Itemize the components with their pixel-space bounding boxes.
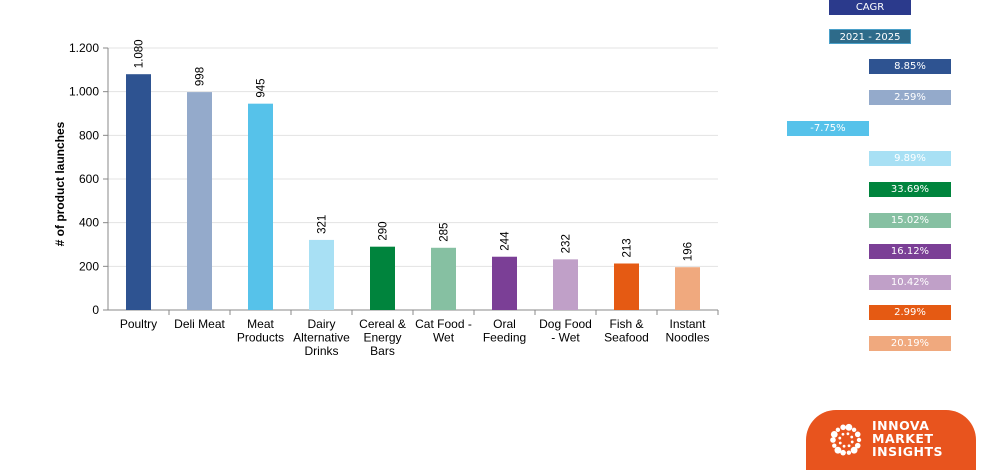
category-label: Fish & Seafood bbox=[604, 317, 649, 345]
bar bbox=[675, 267, 700, 310]
category-label: Poultry bbox=[120, 317, 157, 331]
cagr-value: 10.42% bbox=[869, 274, 951, 290]
y-tick-label: 1.200 bbox=[69, 41, 99, 55]
cagr-value: 20.19% bbox=[869, 336, 951, 352]
data-label: 1.080 bbox=[134, 39, 146, 68]
data-label: 232 bbox=[561, 234, 573, 253]
y-tick-label: 1.000 bbox=[69, 85, 99, 99]
data-label: 196 bbox=[683, 242, 695, 261]
bar bbox=[431, 247, 456, 310]
innova-logo: INNOVA MARKET INSIGHTS bbox=[806, 410, 976, 470]
logo-line-1: INNOVA bbox=[872, 418, 930, 433]
data-label: 998 bbox=[195, 67, 207, 86]
y-tick-label: 200 bbox=[79, 259, 99, 273]
data-label: 285 bbox=[439, 223, 451, 242]
data-label: 321 bbox=[317, 215, 329, 234]
bar bbox=[126, 74, 151, 310]
bar bbox=[309, 239, 334, 310]
data-label: 290 bbox=[378, 221, 390, 240]
logo-ring-icon bbox=[830, 423, 862, 456]
bar bbox=[492, 256, 517, 310]
cagr-value: 16.12% bbox=[869, 243, 951, 259]
category-label: Meat Products bbox=[237, 317, 284, 345]
category-label: Dairy Alternative Drinks bbox=[293, 317, 350, 358]
bar bbox=[248, 103, 273, 310]
data-label: 213 bbox=[622, 238, 634, 257]
cagr-value: 8.85% bbox=[869, 59, 951, 74]
cagr-period: 2021 - 2025 bbox=[829, 29, 911, 44]
cagr-value: 33.69% bbox=[869, 182, 951, 198]
y-tick-label: 800 bbox=[79, 128, 99, 142]
cagr-value: 9.89% bbox=[869, 151, 951, 167]
y-tick-label: 0 bbox=[92, 303, 99, 317]
logo-text: INNOVA MARKET INSIGHTS bbox=[872, 419, 943, 458]
cagr-title: CAGR bbox=[829, 0, 911, 15]
bar bbox=[614, 263, 639, 310]
bar bbox=[553, 259, 578, 310]
cagr-value: -7.75% bbox=[787, 120, 869, 136]
logo-line-2: MARKET bbox=[872, 431, 934, 446]
bar bbox=[187, 92, 212, 310]
data-label: 244 bbox=[500, 231, 512, 251]
y-tick-label: 400 bbox=[79, 216, 99, 230]
category-label: Deli Meat bbox=[174, 317, 225, 331]
data-label: 945 bbox=[256, 78, 268, 97]
category-label: Instant Noodles bbox=[665, 317, 709, 345]
category-label: Oral Feeding bbox=[483, 317, 526, 345]
cagr-value: 2.59% bbox=[869, 89, 951, 105]
logo-line-3: INSIGHTS bbox=[872, 444, 944, 459]
bar bbox=[370, 246, 395, 310]
cagr-value: 2.99% bbox=[869, 305, 951, 321]
cagr-value: 15.02% bbox=[869, 213, 951, 228]
category-label: Cat Food -Wet bbox=[415, 317, 472, 345]
category-label: Dog Food - Wet bbox=[539, 317, 592, 345]
category-label: Cereal & Energy Bars bbox=[359, 317, 406, 358]
y-tick-label: 600 bbox=[79, 172, 99, 186]
y-axis-label: # of product launches bbox=[53, 121, 67, 246]
